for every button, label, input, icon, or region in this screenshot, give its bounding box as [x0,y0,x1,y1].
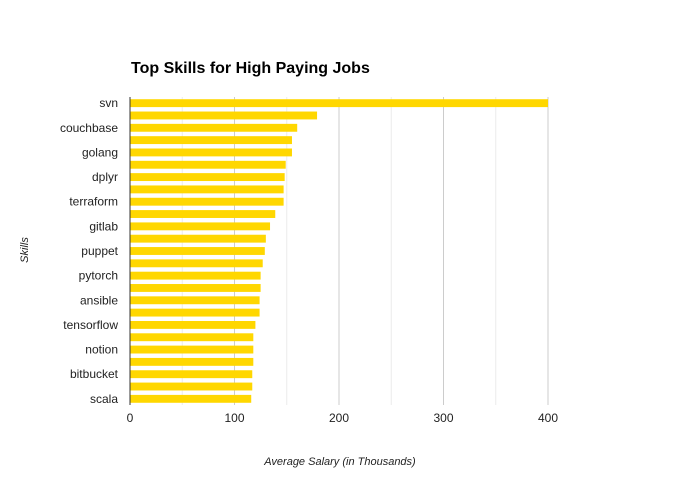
x-tick-label: 300 [433,411,453,425]
y-tick-label: puppet [81,244,118,258]
bar [130,259,263,268]
x-tick-label: 0 [127,411,134,425]
x-axis-title: Average Salary (in Thousands) [263,456,416,468]
y-tick-label: tensorflow [63,318,118,332]
y-tick-label: golang [82,145,118,159]
bars [130,99,548,403]
x-tick-label: 100 [224,411,244,425]
bar [130,357,254,366]
y-tick-label: gitlab [89,219,118,233]
bar [130,136,292,145]
bar [130,160,286,169]
bar [130,148,292,157]
bar [130,320,256,329]
bar [130,382,253,391]
y-tick-label: ansible [80,293,118,307]
bar [130,234,266,243]
y-tick-label: terraform [69,195,118,209]
x-tick-labels: 0 100 200 300 400 [127,411,559,425]
chart-title: Top Skills for High Paying Jobs [131,60,370,77]
bar [130,370,253,379]
bar [130,173,285,182]
bar [130,345,254,354]
y-tick-label: scala [90,392,118,406]
x-tick-label: 200 [329,411,349,425]
bar [130,333,254,342]
y-tick-labels: svn couchbase golang dplyr terraform gitlab pu… [60,96,119,406]
bar [130,197,284,206]
bar [130,247,265,255]
bar [130,99,548,108]
bar [130,308,260,317]
y-tick-label: dplyr [92,170,118,184]
y-tick-label: bitbucket [70,367,119,381]
y-tick-label: svn [99,96,118,110]
bar [130,296,260,305]
x-tick-label: 400 [538,411,558,425]
bar [130,185,284,194]
y-axis-title: Skills [19,237,31,263]
y-tick-label: couchbase [60,121,118,135]
bar [130,222,271,231]
bar [130,271,261,280]
bar [130,394,252,403]
bar [130,284,261,292]
bar [130,111,318,120]
bar [130,210,276,218]
bar [130,123,298,132]
y-tick-label: pytorch [79,269,118,283]
grid-lines [181,97,549,405]
y-tick-label: notion [85,343,118,357]
